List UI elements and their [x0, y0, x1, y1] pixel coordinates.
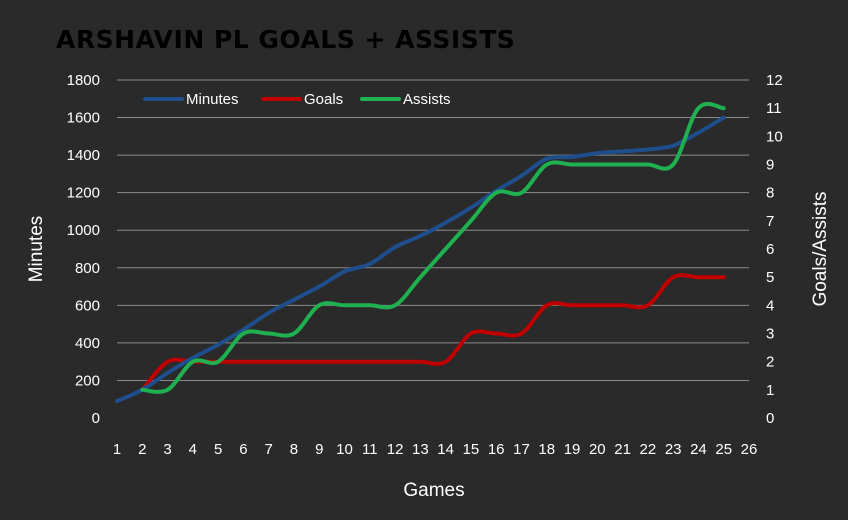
- series-line-assists: [140, 101, 726, 394]
- y-right-tick-label: 10: [766, 128, 783, 145]
- y-left-axis-label: Minutes: [26, 216, 47, 283]
- x-tick-label: 15: [463, 441, 480, 458]
- y-right-tick-label: 4: [766, 297, 774, 314]
- x-tick-label: 2: [138, 441, 146, 458]
- y-left-tick-label: 1000: [67, 222, 100, 239]
- legend: Minutes Goals Assists: [143, 91, 451, 108]
- x-tick-label: 9: [315, 441, 323, 458]
- x-tick-label: 11: [362, 441, 378, 458]
- y-left-tick-label: 400: [75, 335, 100, 352]
- x-tick-label: 3: [163, 441, 171, 458]
- x-tick-label: 18: [538, 441, 555, 458]
- y-right-tick-label: 0: [766, 410, 774, 427]
- y-left-tick-label: 1200: [67, 185, 100, 202]
- y-right-tick-label: 12: [766, 72, 783, 89]
- legend-label-minutes: Minutes: [186, 91, 239, 108]
- y-right-axis-label: Goals/Assists: [810, 191, 831, 306]
- x-tick-label: 19: [564, 441, 581, 458]
- y-right-tick-label: 3: [766, 326, 774, 343]
- legend-label-assists: Assists: [403, 91, 451, 108]
- series-line-minutes: [115, 115, 726, 404]
- x-tick-label: 1: [113, 441, 121, 458]
- x-tick-label: 26: [741, 441, 758, 458]
- y-right-tick-label: 11: [766, 100, 782, 117]
- y-left-tick-label: 1600: [67, 110, 100, 127]
- legend-label-goals: Goals: [304, 91, 343, 108]
- y-right-tick-label: 8: [766, 185, 774, 202]
- left-axis-ticks: 0 200 400 600 800 1000 1200 1400 1600 1800: [67, 72, 100, 427]
- x-tick-label: 17: [513, 441, 530, 458]
- y-right-tick-label: 5: [766, 269, 774, 286]
- y-left-tick-label: 0: [92, 410, 100, 427]
- x-tick-label: 14: [437, 441, 454, 458]
- x-tick-label: 22: [640, 441, 657, 458]
- y-left-tick-label: 1400: [67, 147, 100, 164]
- y-right-tick-label: 1: [766, 382, 774, 399]
- y-right-tick-label: 9: [766, 157, 774, 174]
- x-tick-label: 6: [239, 441, 247, 458]
- chart-title: ARSHAVIN PL GOALS + ASSISTS: [56, 25, 515, 54]
- y-left-tick-label: 600: [75, 297, 100, 314]
- series-lines: [115, 101, 726, 404]
- x-tick-label: 13: [412, 441, 429, 458]
- x-tick-label: 16: [488, 441, 505, 458]
- y-left-tick-label: 200: [75, 372, 100, 389]
- x-tick-label: 23: [665, 441, 682, 458]
- y-right-tick-label: 7: [766, 213, 774, 230]
- x-tick-label: 24: [690, 441, 707, 458]
- y-left-tick-label: 1800: [67, 72, 100, 89]
- y-left-tick-label: 800: [75, 260, 100, 277]
- x-tick-label: 4: [189, 441, 197, 458]
- x-tick-label: 20: [589, 441, 606, 458]
- x-axis-label: Games: [403, 480, 464, 501]
- x-tick-label: 8: [290, 441, 298, 458]
- x-tick-label: 7: [265, 441, 273, 458]
- x-tick-label: 10: [336, 441, 353, 458]
- x-tick-label: 25: [715, 441, 732, 458]
- x-tick-label: 21: [614, 441, 631, 458]
- x-tick-label: 5: [214, 441, 222, 458]
- y-right-tick-label: 6: [766, 241, 774, 258]
- x-tick-label: 12: [387, 441, 404, 458]
- y-right-tick-label: 2: [766, 354, 774, 371]
- series-line-goals: [140, 273, 726, 392]
- x-axis-ticks: 1 2 3 4 5 6 7 8 9 10 11 12 13 14 15 16 17 18 19 20 21 22 23 24 2…: [113, 441, 758, 458]
